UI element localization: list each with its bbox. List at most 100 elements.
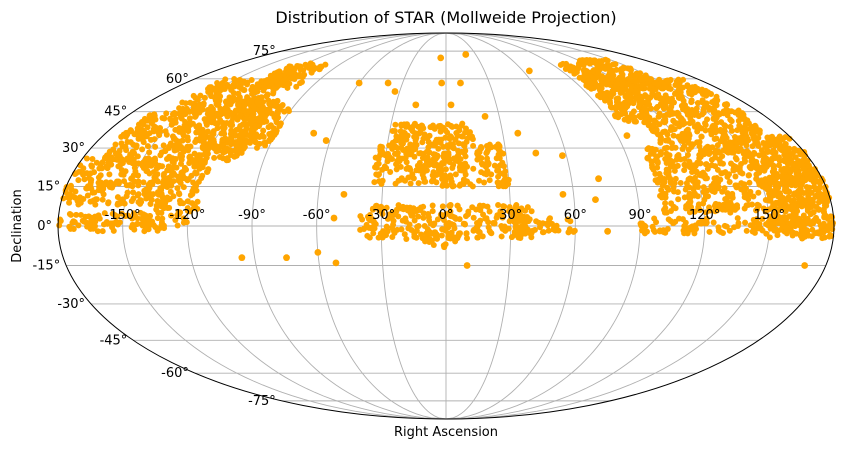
data-point: [66, 195, 73, 202]
data-point: [435, 165, 442, 172]
data-point: [672, 90, 679, 97]
data-point: [250, 107, 257, 114]
data-point: [424, 135, 431, 142]
data-point: [163, 110, 170, 117]
data-point: [372, 154, 379, 161]
data-point: [260, 127, 267, 134]
data-point: [587, 57, 594, 64]
data-point: [702, 149, 709, 156]
data-point: [451, 214, 458, 221]
data-point: [766, 185, 773, 192]
data-point: [439, 176, 446, 183]
data-point: [138, 198, 145, 205]
data-point: [491, 162, 498, 169]
data-point: [642, 93, 649, 100]
data-point: [764, 148, 771, 155]
data-point: [269, 110, 276, 117]
data-point: [434, 235, 441, 242]
data-point: [455, 148, 462, 155]
data-point: [518, 225, 525, 232]
data-point: [514, 129, 522, 137]
data-point: [428, 237, 435, 244]
data-point: [371, 179, 378, 186]
data-point: [174, 185, 181, 192]
data-point: [222, 104, 229, 111]
data-point: [804, 184, 811, 191]
data-point: [758, 177, 765, 184]
data-point: [384, 215, 391, 222]
data-point: [403, 136, 410, 143]
data-point: [422, 162, 429, 169]
data-point: [144, 167, 151, 174]
data-point: [513, 202, 520, 209]
data-point: [484, 168, 491, 175]
data-point: [751, 229, 758, 236]
data-point: [314, 249, 322, 256]
data-point: [71, 219, 78, 226]
data-point: [276, 68, 283, 75]
data-point: [776, 214, 783, 221]
data-point: [501, 223, 508, 230]
data-point: [411, 153, 418, 160]
data-point: [238, 85, 245, 92]
data-point: [196, 109, 203, 116]
data-point: [75, 201, 82, 208]
data-point: [200, 100, 207, 107]
data-point: [724, 190, 731, 197]
data-point: [88, 176, 95, 183]
data-point: [156, 162, 163, 169]
data-point: [820, 208, 827, 215]
data-point: [719, 128, 726, 135]
data-point: [431, 125, 438, 132]
data-point: [204, 168, 211, 175]
data-point: [185, 147, 192, 154]
data-point: [702, 192, 709, 199]
data-point: [376, 207, 383, 214]
data-point: [421, 222, 428, 229]
data-point: [256, 140, 263, 147]
data-point: [763, 230, 770, 237]
data-point: [229, 110, 236, 117]
data-point: [249, 90, 256, 97]
data-point: [101, 210, 108, 217]
data-point: [706, 204, 713, 211]
data-point: [458, 122, 465, 129]
data-point: [780, 204, 787, 211]
data-point: [792, 175, 799, 182]
data-point: [750, 125, 757, 131]
data-point: [145, 216, 152, 223]
data-point: [794, 221, 801, 228]
data-point: [389, 224, 396, 231]
y-tick-label: -60°: [161, 366, 189, 381]
data-point: [272, 73, 279, 80]
data-point: [208, 84, 215, 91]
data-point: [189, 200, 196, 207]
data-point: [735, 107, 742, 114]
data-point: [116, 200, 123, 207]
data-point: [209, 106, 216, 113]
data-point: [743, 227, 750, 234]
data-point: [118, 140, 125, 147]
data-point: [559, 152, 566, 159]
data-point: [130, 157, 137, 164]
data-point: [502, 168, 509, 175]
data-point: [690, 186, 697, 193]
data-point: [594, 60, 601, 67]
data-point: [632, 78, 639, 85]
data-point: [391, 229, 398, 236]
data-point: [677, 179, 684, 186]
data-point: [171, 119, 178, 126]
data-point: [118, 171, 125, 178]
data-point: [443, 221, 450, 228]
data-point: [745, 152, 752, 159]
data-point: [118, 156, 125, 163]
data-point: [781, 147, 788, 153]
data-point: [166, 143, 173, 150]
data-point: [177, 209, 184, 216]
data-point: [706, 228, 713, 235]
data-point: [248, 127, 255, 134]
data-point: [728, 193, 735, 200]
data-point: [267, 136, 274, 143]
data-point: [702, 127, 709, 134]
data-point: [708, 184, 715, 191]
